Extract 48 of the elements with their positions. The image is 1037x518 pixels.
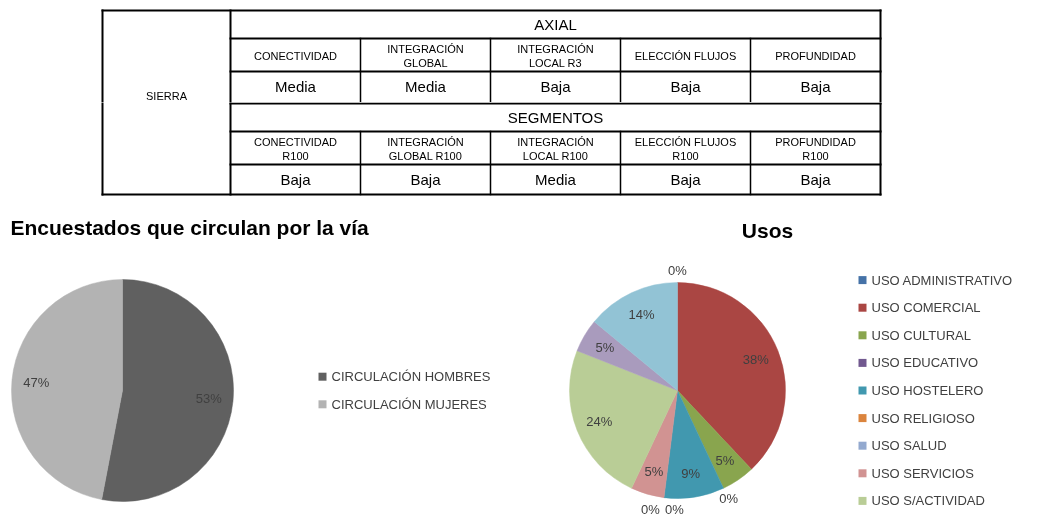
text: SEGMENTOS	[507, 109, 604, 126]
text: Usos	[741, 219, 794, 242]
text: 0%	[668, 263, 687, 279]
text: SIERRA	[146, 89, 188, 102]
text: Baja	[280, 171, 312, 188]
chart-title: Encuestados que circulan por la vía	[10, 216, 370, 239]
text: 0%	[641, 501, 660, 517]
legend-label: CIRCULACIÓN MUJERES	[331, 396, 488, 412]
category-label: INTEGRACIÓN GLOBAL R100	[387, 136, 464, 162]
text: AXIAL	[534, 16, 577, 33]
text: Baja	[800, 78, 832, 95]
data-label: 5%	[644, 463, 664, 479]
text: Media	[405, 78, 447, 95]
data-label: 5%	[715, 452, 735, 468]
category-label: ELECCIÓN FLUJOS	[634, 50, 737, 62]
category-label: CONECTIVIDAD	[253, 50, 338, 62]
text: 0%	[719, 491, 738, 507]
legend-label: USO HOSTELERO	[871, 383, 984, 398]
data-label: 24%	[586, 414, 613, 430]
legend-label: USO SALUD	[871, 438, 947, 454]
legend-label: USO S/ACTIVIDAD	[871, 493, 985, 509]
data-label: 38%	[742, 351, 770, 367]
category-label: INTEGRACIÓN LOCAL R3	[517, 43, 594, 69]
data-label: 5%	[595, 340, 615, 356]
text: Baja	[670, 78, 702, 95]
text: Baja	[670, 171, 702, 188]
category-label: PROFUNDIDAD R100	[775, 136, 856, 162]
category-label: CONECTIVIDAD R100	[253, 136, 338, 162]
data-label: 14%	[628, 306, 656, 322]
legend-label: USO RELIGIOSO	[871, 410, 975, 426]
legend-label: USO EDUCATIVO	[871, 355, 979, 371]
text: Media	[535, 171, 577, 188]
legend-label: USO ADMINISTRATIVO	[871, 272, 1013, 288]
text: Baja	[540, 78, 572, 95]
category-label: INTEGRACIÓN GLOBAL	[387, 43, 464, 69]
text: Media	[275, 78, 317, 95]
data-label: 9%	[681, 466, 701, 482]
text: 0%	[665, 501, 684, 517]
category-label: PROFUNDIDAD	[775, 50, 856, 62]
legend-label: USO SERVICIOS	[871, 465, 975, 481]
legend-label: CIRCULACIÓN HOMBRES	[331, 369, 491, 385]
category-label: INTEGRACIÓN LOCAL R100	[517, 136, 594, 162]
text: Baja	[410, 171, 442, 188]
legend-label: USO COMERCIAL	[871, 300, 981, 316]
text: Baja	[800, 171, 832, 188]
legend-label: USO CULTURAL	[871, 327, 971, 343]
category-label: ELECCIÓN FLUJOS R100	[634, 136, 737, 162]
data-label: 47%	[23, 374, 50, 390]
